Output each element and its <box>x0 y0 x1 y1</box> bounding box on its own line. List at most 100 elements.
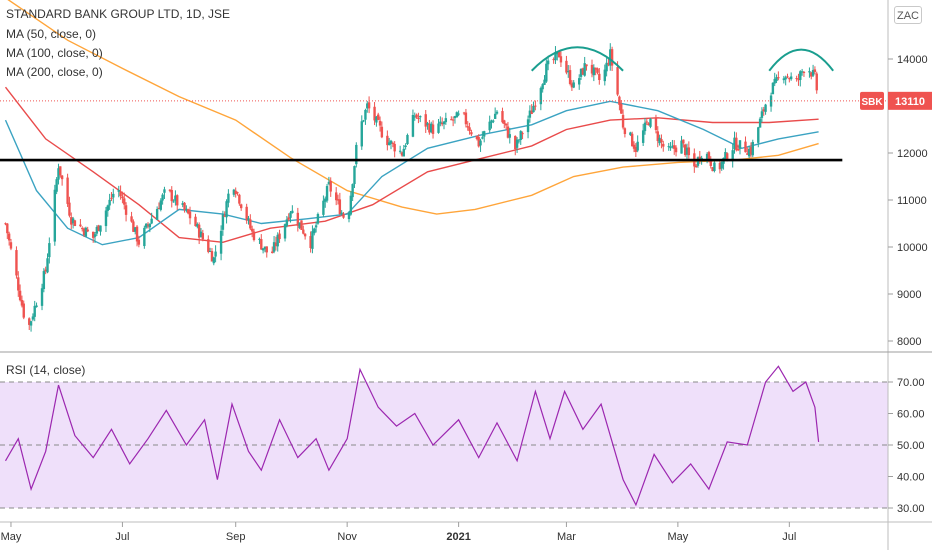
candle-body <box>508 134 511 138</box>
candle-body <box>406 134 409 145</box>
candle-body <box>137 239 141 245</box>
candle-body <box>671 145 674 147</box>
candle-body <box>629 132 632 135</box>
ma200-legend[interactable]: MA (200, close, 0) <box>6 65 103 79</box>
candle-body <box>430 123 433 133</box>
candle-body <box>99 225 102 232</box>
candle-body <box>302 229 305 234</box>
candle-body <box>82 228 86 236</box>
candle-body <box>110 197 113 199</box>
candle-body <box>146 224 150 226</box>
candle-body <box>482 131 486 137</box>
candle-body <box>300 220 303 230</box>
rsi-tick-label: 40.00 <box>897 472 925 484</box>
candle-body <box>795 78 798 80</box>
candle-body <box>718 162 722 170</box>
candle-body <box>123 198 126 205</box>
candle-body <box>541 84 544 90</box>
candle-body <box>261 248 265 251</box>
candle-body <box>788 78 791 80</box>
candle-body <box>360 121 363 147</box>
last-price-tag <box>888 91 932 110</box>
candle-body <box>124 205 128 215</box>
candle-body <box>546 60 550 65</box>
candle-body <box>782 78 786 81</box>
candle-body <box>201 233 205 240</box>
candle-body <box>150 218 153 224</box>
candle-body <box>673 145 676 149</box>
candle-body <box>417 118 420 120</box>
currency-button[interactable]: ZAC <box>894 6 922 24</box>
candle-body <box>514 135 517 150</box>
candle-body <box>451 119 455 121</box>
time-tick-label: Jul <box>115 531 129 543</box>
candle-body <box>603 69 606 82</box>
candle-body <box>181 203 184 205</box>
candle-body <box>238 194 241 204</box>
candle-body <box>398 150 402 152</box>
candle-body <box>775 77 778 82</box>
candle-body <box>534 105 537 107</box>
candle-body <box>278 233 281 240</box>
candle-body <box>336 199 340 201</box>
candle-body <box>186 209 190 214</box>
candle-body <box>799 71 802 80</box>
candle-body <box>95 226 99 234</box>
candle-body <box>649 118 652 127</box>
candle-body <box>86 229 89 232</box>
price-tick-label: 11000 <box>897 195 927 207</box>
candle-body <box>590 64 594 74</box>
rsi-legend[interactable]: RSI (14, close) <box>6 363 86 377</box>
candle-body <box>48 243 51 258</box>
candle-body <box>746 153 749 155</box>
candle-body <box>488 121 491 131</box>
candle-body <box>7 233 11 241</box>
candle-body <box>568 70 572 84</box>
candle-body <box>578 78 581 85</box>
candle-body <box>143 227 146 247</box>
candle-body <box>413 116 416 118</box>
candle-body <box>168 189 172 191</box>
candle-body <box>662 143 665 147</box>
candle-body <box>545 63 548 82</box>
candle-body <box>245 206 248 221</box>
candle-body <box>212 257 215 264</box>
candle-body <box>596 68 599 73</box>
ma50-legend[interactable]: MA (50, close, 0) <box>6 27 97 41</box>
candle-body <box>148 223 152 228</box>
candle-body <box>667 146 670 148</box>
candle-body <box>15 250 18 276</box>
price-tick-label: 8000 <box>897 336 921 348</box>
candle-body <box>630 133 634 147</box>
candle-body <box>194 216 197 227</box>
candle-body <box>647 123 650 126</box>
candle-body <box>442 121 446 125</box>
candle-body <box>287 217 290 220</box>
ma50-line <box>4 100 819 246</box>
candle-body <box>185 208 188 210</box>
chart-annotations <box>0 46 888 162</box>
candle-body <box>249 219 252 229</box>
candle-body <box>221 214 225 230</box>
candle-body <box>250 228 254 232</box>
candle-body <box>515 139 519 148</box>
candle-body <box>59 166 62 176</box>
candle-body <box>747 148 751 157</box>
candle-body <box>731 150 734 162</box>
candle-body <box>570 83 574 88</box>
candle-body <box>504 123 508 126</box>
candle-body <box>643 122 647 132</box>
candle-body <box>42 271 46 289</box>
candle-body <box>530 110 533 114</box>
candle-body <box>79 224 82 227</box>
candle-body <box>572 82 575 88</box>
candle-body <box>183 202 186 211</box>
candle-body <box>680 140 683 154</box>
candle-body <box>132 221 135 232</box>
candle-body <box>479 140 482 146</box>
candle-body <box>366 103 369 109</box>
candle-body <box>634 146 638 152</box>
candle-body <box>565 60 568 73</box>
ma100-legend[interactable]: MA (100, close, 0) <box>6 46 103 60</box>
